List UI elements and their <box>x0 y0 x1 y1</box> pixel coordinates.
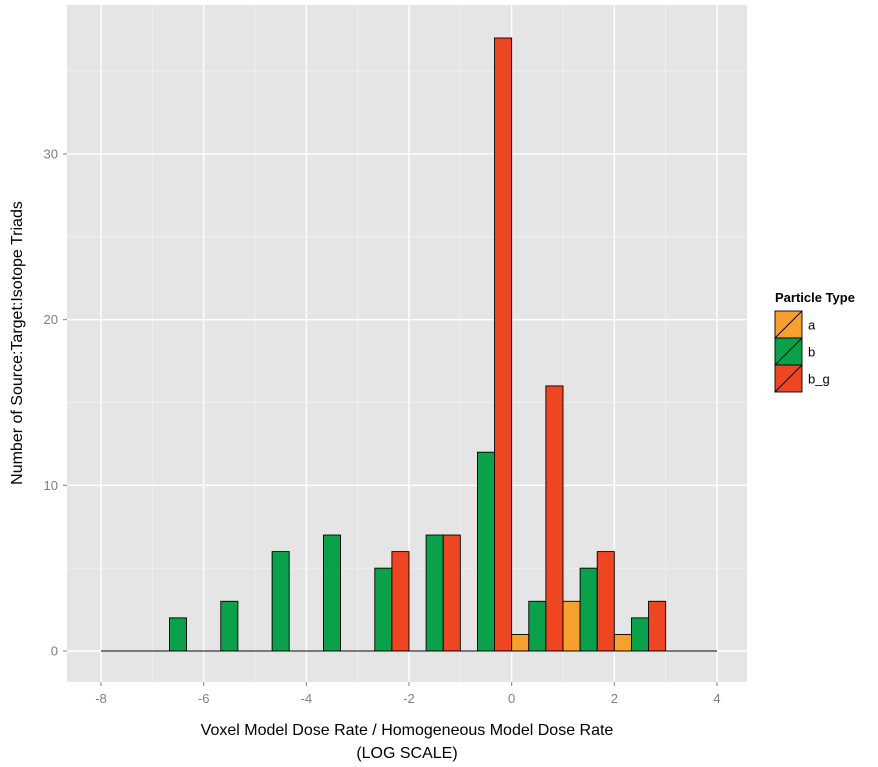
legend-label-a: a <box>808 318 816 333</box>
bar-b_g <box>597 552 614 651</box>
y-tick-label: 0 <box>51 644 58 659</box>
bar-a <box>614 634 631 651</box>
x-axis-ticks: -8 -6 -4 -2 0 2 4 <box>95 682 720 706</box>
bar-b_g <box>649 601 666 651</box>
legend-entries: ab b_g <box>775 311 830 392</box>
y-tick-label: 20 <box>44 312 58 327</box>
legend-title: Particle Type <box>775 290 855 305</box>
bar-a <box>512 634 529 651</box>
bar-b <box>169 618 186 651</box>
y-axis-ticks: 0 10 20 30 <box>44 146 67 658</box>
x-tick-label: -8 <box>95 691 107 706</box>
y-axis-title: Number of Source:Target:Isotope Triads <box>9 201 26 485</box>
bar-b_g <box>495 38 512 651</box>
bar-b <box>272 552 289 651</box>
bar-b <box>631 618 648 651</box>
legend-label-b: b <box>808 345 815 360</box>
bar-b <box>529 601 546 651</box>
legend-label-b_g: b_g <box>808 372 830 387</box>
x-axis-title-line2: (LOG SCALE) <box>356 745 457 762</box>
bar-b <box>580 568 597 651</box>
y-tick-label: 30 <box>44 146 58 161</box>
bar-b <box>477 452 494 651</box>
x-axis-title-line1: Voxel Model Dose Rate / Homogeneous Mode… <box>201 722 614 739</box>
x-tick-label: -2 <box>403 691 415 706</box>
bar-b <box>221 601 238 651</box>
bar-b <box>375 568 392 651</box>
bar-b <box>426 535 443 651</box>
x-tick-label: 2 <box>611 691 618 706</box>
bar-b_g <box>443 535 460 651</box>
x-tick-label: 4 <box>713 691 720 706</box>
bar-b_g <box>546 386 563 651</box>
x-tick-label: -4 <box>301 691 313 706</box>
bar-b_g <box>392 552 409 651</box>
bar-a <box>563 601 580 651</box>
x-tick-label: 0 <box>508 691 515 706</box>
legend: Particle Type ab b_g <box>775 290 855 392</box>
bar-b <box>323 535 340 651</box>
y-tick-label: 10 <box>44 478 58 493</box>
x-tick-label: -6 <box>198 691 210 706</box>
